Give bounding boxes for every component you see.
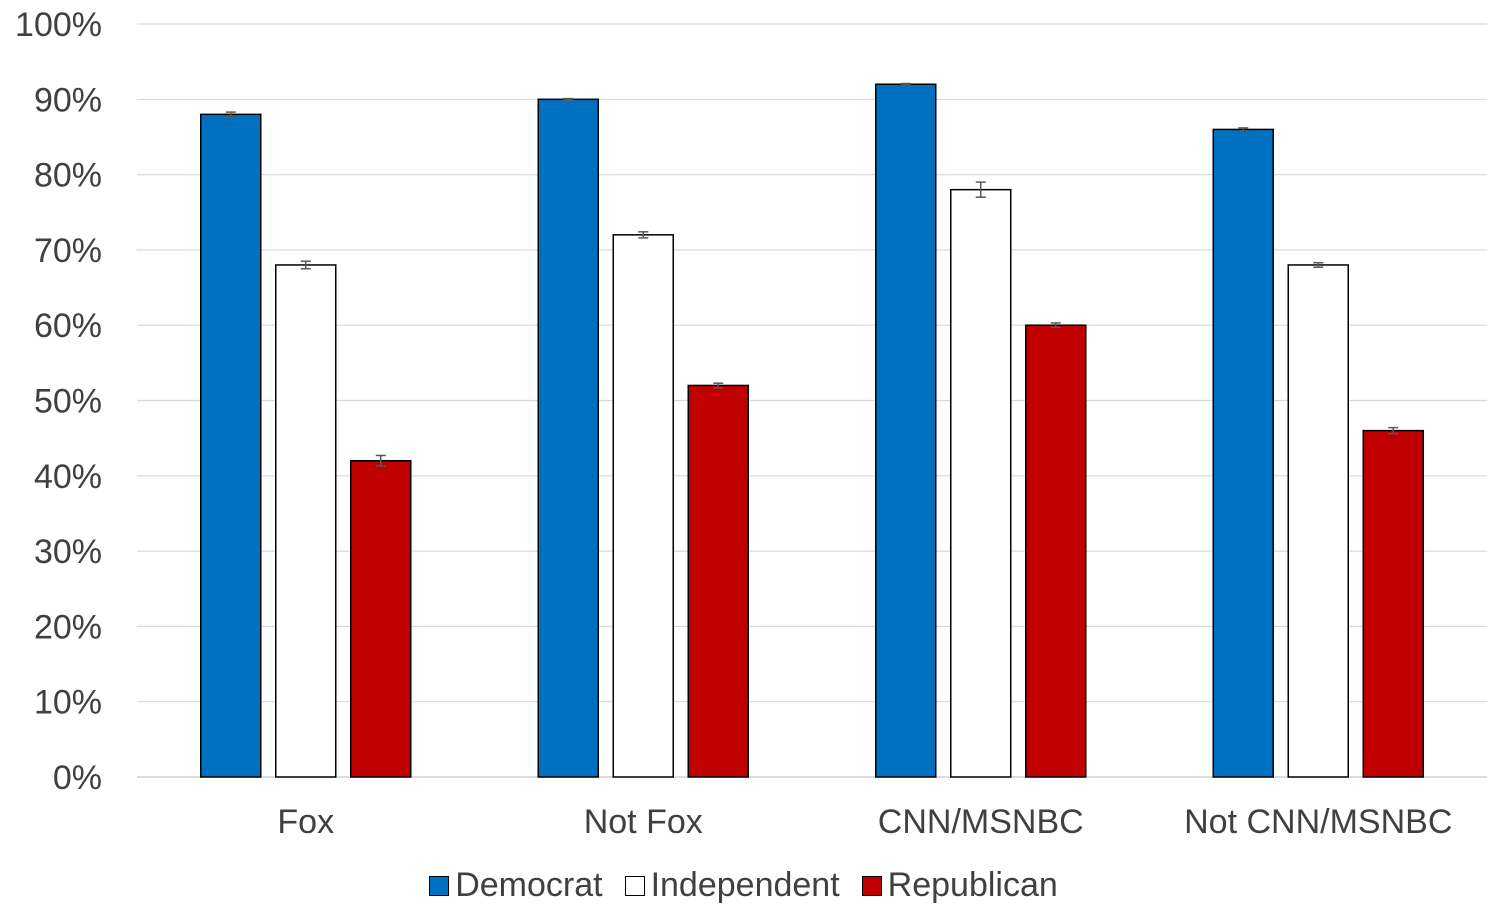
error-bar-republican-not-fox — [713, 382, 724, 389]
gridlines — [137, 23, 1487, 778]
y-tick-label: 80% — [34, 157, 102, 195]
error-bar-independent-cnn-msnbc — [975, 181, 986, 198]
error-bar-republican-cnn-msnbc — [1050, 322, 1061, 329]
bar-democrat-not-cnn-msnbc — [1212, 128, 1274, 778]
error-bar-republican-fox — [375, 454, 386, 467]
error-bar-democrat-not-cnn-msnbc — [1238, 127, 1249, 132]
bar-republican-fox — [350, 459, 412, 778]
legend-swatch-republican — [861, 875, 882, 896]
legend-label-independent: Independent — [650, 866, 840, 904]
legend-item-democrat: Democrat — [429, 866, 603, 905]
y-tick-label: 20% — [34, 608, 102, 646]
error-bar-independent-fox — [300, 260, 311, 270]
bars — [200, 83, 1424, 778]
bar-democrat-not-fox — [537, 98, 599, 778]
x-axis-category-labels: Fox Not Fox CNN/MSNBC Not CNN/MSNBC — [277, 803, 1452, 841]
x-tick-label: Fox — [277, 803, 334, 841]
error-bar-democrat-cnn-msnbc — [900, 82, 911, 86]
y-tick-label: 40% — [34, 458, 102, 496]
error-bar-independent-not-cnn-msnbc — [1313, 261, 1324, 268]
y-tick-label: 100% — [15, 6, 102, 44]
y-tick-label: 0% — [53, 759, 102, 797]
bar-independent-cnn-msnbc — [950, 188, 1012, 778]
y-axis-tick-labels: 0% 10% 20% 30% 40% 50% 60% 70% 80% 90% 100% — [15, 6, 102, 797]
bar-democrat-cnn-msnbc — [875, 83, 937, 778]
legend-label-democrat: Democrat — [455, 866, 603, 904]
error-bars — [225, 82, 1399, 467]
error-bar-democrat-fox — [225, 111, 236, 118]
bar-republican-not-cnn-msnbc — [1362, 429, 1424, 778]
legend-swatch-democrat — [429, 875, 450, 896]
error-bar-republican-not-cnn-msnbc — [1388, 426, 1399, 435]
bar-independent-not-cnn-msnbc — [1287, 264, 1349, 778]
x-tick-label: Not CNN/MSNBC — [1184, 803, 1452, 841]
legend-item-independent: Independent — [624, 866, 840, 905]
legend-swatch-independent — [624, 875, 645, 896]
bar-republican-not-fox — [687, 384, 749, 778]
y-tick-label: 70% — [34, 232, 102, 270]
bar-republican-cnn-msnbc — [1025, 324, 1087, 778]
error-bar-independent-not-fox — [638, 231, 649, 239]
bar-democrat-fox — [200, 113, 262, 778]
y-tick-label: 60% — [34, 307, 102, 345]
x-tick-label: CNN/MSNBC — [878, 803, 1084, 841]
bar-independent-fox — [275, 264, 337, 778]
y-tick-label: 30% — [34, 533, 102, 571]
x-tick-label: Not Fox — [584, 803, 703, 841]
y-tick-label: 10% — [34, 684, 102, 722]
legend: Democrat Independent Republican — [0, 866, 1487, 905]
error-bar-democrat-not-fox — [563, 97, 574, 101]
y-tick-label: 90% — [34, 81, 102, 119]
bar-chart: 0% 10% 20% 30% 40% 50% 60% 70% 80% 90% 100% Fox Not… — [15, 6, 1487, 841]
legend-item-republican: Republican — [861, 866, 1058, 905]
bar-independent-not-fox — [612, 234, 674, 778]
legend-label-republican: Republican — [887, 866, 1058, 904]
y-tick-label: 50% — [34, 383, 102, 421]
